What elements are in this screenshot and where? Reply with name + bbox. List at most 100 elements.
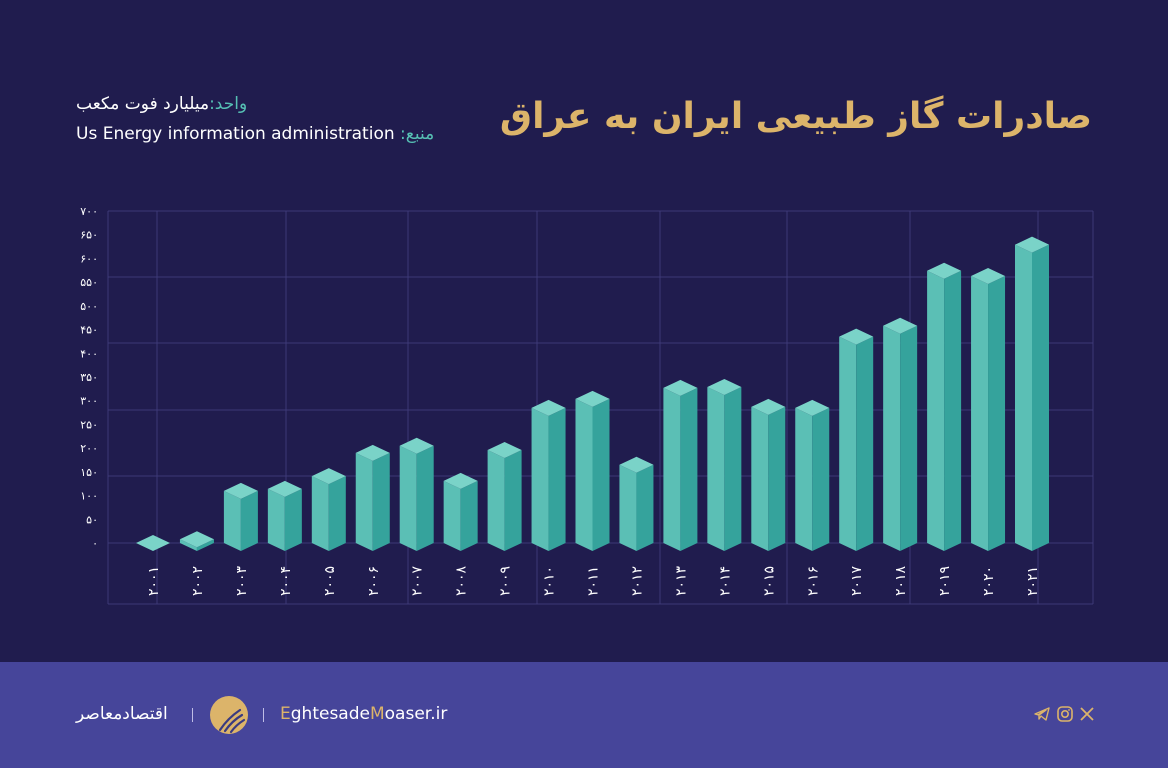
bar-top xyxy=(619,456,654,473)
bar-top xyxy=(707,378,742,395)
bar-front xyxy=(487,450,505,551)
x-tick-label: ۲۰۱۰ xyxy=(542,566,558,596)
bar-side xyxy=(372,452,390,551)
source-value: Us Energy information administration xyxy=(76,124,395,144)
bar-top xyxy=(795,399,830,416)
x-tick-label: ۲۰۰۹ xyxy=(498,566,514,596)
bar-front xyxy=(267,488,285,551)
footer: اقتصادمعاصر EghtesadeMoaser.ir xyxy=(0,662,1168,768)
bar-front xyxy=(399,445,417,551)
bar-front xyxy=(751,406,769,551)
brand-logo xyxy=(210,696,248,734)
bar-front xyxy=(663,387,681,551)
bar-front xyxy=(883,325,901,551)
x-tick-label: ۲۰۰۶ xyxy=(366,566,382,596)
y-tick-label: ۶۵۰ xyxy=(80,229,98,242)
bar-top xyxy=(311,468,346,485)
bar-side xyxy=(856,336,874,551)
source-label: منبع: xyxy=(400,124,435,144)
bar-top xyxy=(443,472,478,489)
bar-top xyxy=(1015,236,1049,253)
x-tick-label: ۲۰۲۱ xyxy=(1025,566,1041,596)
bar-side xyxy=(1032,244,1049,551)
bar-side xyxy=(988,275,1006,551)
instagram-icon[interactable] xyxy=(1056,705,1074,723)
bar-front xyxy=(223,490,241,551)
y-tick-label: ۱۰۰ xyxy=(80,490,98,503)
bar-top xyxy=(136,535,170,551)
site-part: M xyxy=(369,704,385,724)
unit-value: میلیارد فوت مکعب xyxy=(76,94,210,114)
x-tick-label: ۲۰۲۰ xyxy=(981,566,997,596)
x-tick-label: ۲۰۰۲ xyxy=(190,566,206,596)
site-part: ghtesade xyxy=(290,704,370,724)
y-tick-label: ۱۵۰ xyxy=(80,466,98,479)
bar-front xyxy=(1015,244,1032,551)
bar-side xyxy=(240,490,258,551)
x-tick-label: ۲۰۱۲ xyxy=(629,566,645,596)
y-tick-label: ۲۰۰ xyxy=(80,442,98,455)
y-tick-label: ۲۵۰ xyxy=(80,418,98,431)
bar-side xyxy=(680,387,698,551)
unit-label: واحد: xyxy=(209,94,248,114)
bar-top xyxy=(751,398,786,415)
divider xyxy=(192,708,193,722)
telegram-icon[interactable] xyxy=(1033,705,1051,723)
x-tick-label: ۲۰۱۵ xyxy=(761,566,777,596)
x-tick-label: ۲۰۱۳ xyxy=(673,565,689,596)
website-link[interactable]: EghtesadeMoaser.ir xyxy=(280,704,447,724)
site-part: E xyxy=(280,704,291,724)
divider xyxy=(263,708,264,722)
bar-top xyxy=(179,531,214,548)
bar-front xyxy=(839,336,857,551)
x-tick-label: ۲۰۱۶ xyxy=(805,566,821,596)
x-tick-label: ۲۰۱۹ xyxy=(937,566,953,596)
bar-front xyxy=(971,275,989,551)
y-tick-label: ۴۰۰ xyxy=(80,347,98,360)
y-tick-label: ۰ xyxy=(92,537,98,550)
bar-top xyxy=(531,399,566,416)
bar-front xyxy=(707,386,725,551)
x-tick-label: ۲۰۱۸ xyxy=(893,565,909,596)
bar-side xyxy=(900,325,918,551)
y-tick-label: ۳۵۰ xyxy=(80,371,98,384)
y-tick-label: ۵۰ xyxy=(86,513,98,526)
bar-side xyxy=(724,386,742,551)
site-part: oaser.ir xyxy=(384,704,448,724)
x-tick-label: ۲۰۰۵ xyxy=(322,566,338,596)
bar-top xyxy=(971,267,1006,284)
bar-top xyxy=(575,390,610,407)
bar-top xyxy=(927,262,962,279)
bar-top xyxy=(487,442,522,459)
bar-front xyxy=(531,407,549,551)
bar-top xyxy=(839,328,874,345)
x-tick-label: ۲۰۰۴ xyxy=(278,566,294,596)
x-icon[interactable] xyxy=(1078,705,1096,723)
bar-top xyxy=(267,480,302,497)
chart-title: صادرات گاز طبیعی ایران به عراق xyxy=(499,96,1092,137)
bar-front xyxy=(927,270,945,551)
bar-side xyxy=(284,488,302,551)
x-tick-label: ۲۰۱۴ xyxy=(717,566,733,596)
x-tick-label: ۲۰۰۱ xyxy=(146,566,162,596)
brand-name: اقتصادمعاصر xyxy=(76,704,168,724)
bar-top xyxy=(399,437,434,454)
y-tick-label: ۶۰۰ xyxy=(80,252,98,265)
x-tick-label: ۲۰۱۷ xyxy=(849,565,865,596)
bar-chart: ۰ ۵۰ ۱۰۰ ۱۵۰ ۲۰۰ ۲۵۰ ۳۰۰ ۳۵۰ ۴۰۰ ۴۵۰ ۵۰۰ ۵۵۰ ۶۰۰ ۶۵۰ ۷… xyxy=(80,205,1094,605)
bar-front xyxy=(619,464,637,551)
bar-side xyxy=(504,450,522,551)
x-tick-label: ۲۰۱۱ xyxy=(586,566,602,596)
bar-side xyxy=(812,407,830,551)
x-tick-label: ۲۰۰۳ xyxy=(234,565,250,596)
y-tick-label: ۴۵۰ xyxy=(80,324,98,337)
bar-top xyxy=(223,482,258,499)
bar-top xyxy=(883,317,918,334)
bar-side xyxy=(416,445,434,551)
bar-top xyxy=(663,379,698,396)
bar-front xyxy=(795,407,813,551)
bar-side xyxy=(944,270,962,551)
bar-front xyxy=(575,398,593,551)
bar-front xyxy=(443,480,461,551)
y-tick-label: ۷۰۰ xyxy=(80,205,98,218)
